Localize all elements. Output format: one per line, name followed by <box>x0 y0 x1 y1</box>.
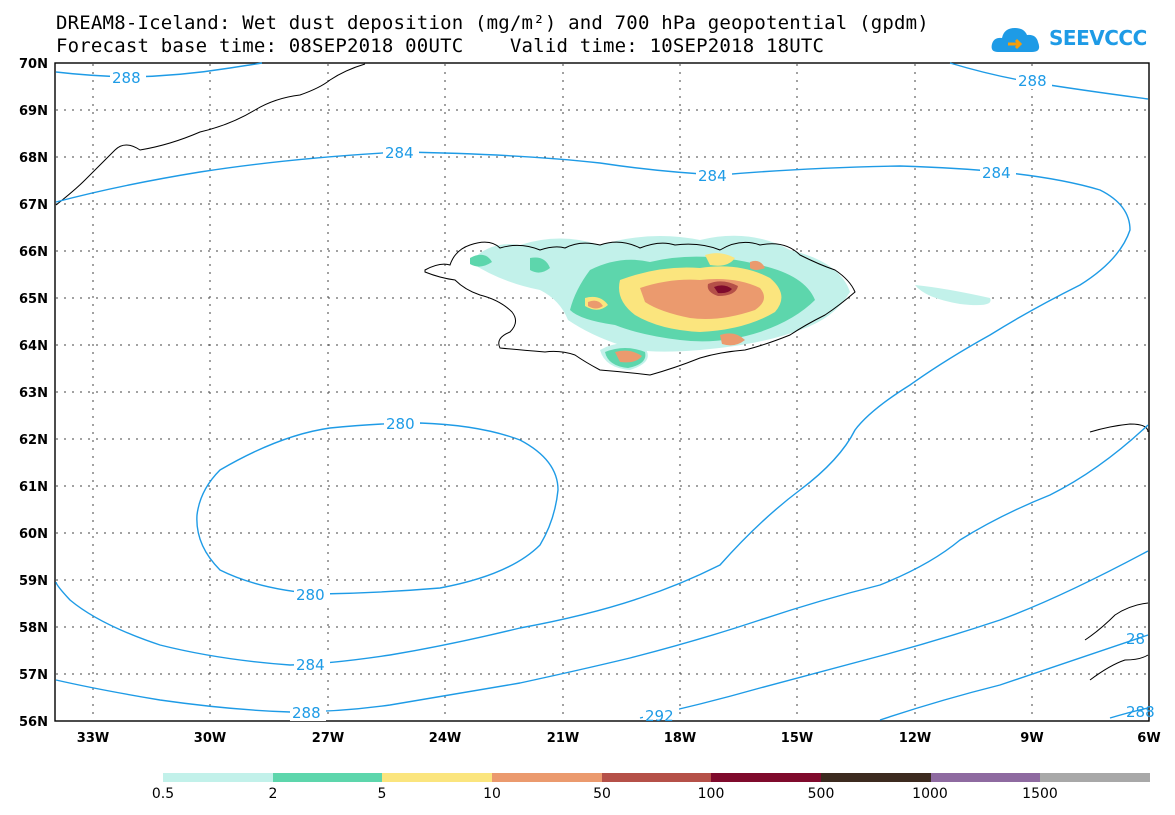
logo-text: SEEVCCC <box>1049 26 1147 50</box>
map-subtitle: Forecast base time: 08SEP2018 00UTC Vali… <box>56 35 825 57</box>
contour-label: 280 <box>386 415 415 433</box>
contour-label: 28 <box>1126 630 1145 648</box>
latitude-axis: 70N 69N 68N 67N 66N 65N 64N 63N 62N 61N … <box>19 57 48 730</box>
contour-label: 288 <box>1126 703 1155 721</box>
colorbar-label: 500 <box>807 786 835 802</box>
longitude-axis: 33W 30W 27W 24W 21W 18W 15W 12W 9W 6W <box>77 731 1161 746</box>
lat-label: 69N <box>19 104 48 119</box>
lon-label: 6W <box>1137 731 1160 746</box>
colorbar <box>163 773 1151 782</box>
lon-label: 18W <box>664 731 696 746</box>
lat-label: 60N <box>19 527 48 542</box>
contour-label: 284 <box>698 167 727 185</box>
contour-label: 284 <box>385 144 414 162</box>
map-title: DREAM8-Iceland: Wet dust deposition (mg/… <box>56 12 929 34</box>
contour-label: 288 <box>292 704 321 722</box>
lon-label: 27W <box>312 731 344 746</box>
contour-label: 284 <box>982 164 1011 182</box>
lat-label: 65N <box>19 292 48 307</box>
lon-label: 21W <box>547 731 579 746</box>
colorbar-swatch <box>272 773 383 782</box>
colorbar-label: 50 <box>593 786 611 802</box>
colorbar-label: 100 <box>697 786 725 802</box>
colorbar-label: 2 <box>268 786 278 802</box>
colorbar-swatch <box>821 773 931 782</box>
colorbar-label: 1000 <box>912 786 948 802</box>
colorbar-swatch <box>711 773 822 782</box>
contour-label: 292 <box>645 707 674 725</box>
contour-label: 288 <box>112 69 141 87</box>
colorbar-swatch <box>1040 773 1151 782</box>
lon-label: 30W <box>194 731 226 746</box>
colorbar-label: 5 <box>377 786 387 802</box>
lat-label: 66N <box>19 245 48 260</box>
colorbar-swatch <box>492 773 602 782</box>
contour-label: 288 <box>1018 72 1047 90</box>
lat-label: 61N <box>19 480 48 495</box>
lat-label: 58N <box>19 621 48 636</box>
lon-label: 24W <box>429 731 461 746</box>
lon-label: 33W <box>77 731 109 746</box>
lat-label: 64N <box>19 339 48 354</box>
lon-label: 9W <box>1020 731 1043 746</box>
lat-label: 59N <box>19 574 48 589</box>
contour-labels: 288 288 284 284 284 280 280 284 288 292 … <box>110 68 1155 725</box>
contour-label: 280 <box>296 586 325 604</box>
lat-label: 70N <box>19 57 48 72</box>
lat-label: 56N <box>19 715 48 730</box>
colorbar-label: 10 <box>483 786 501 802</box>
contour-label: 284 <box>296 656 325 674</box>
lon-label: 15W <box>781 731 813 746</box>
lat-label: 63N <box>19 386 48 401</box>
lat-label: 57N <box>19 668 48 683</box>
colorbar-swatch <box>930 773 1041 782</box>
cloud-icon <box>991 28 1040 52</box>
dust-deposition-field <box>470 235 991 370</box>
colorbar-label: 1500 <box>1022 786 1058 802</box>
colorbar-label: 0.5 <box>151 786 175 802</box>
colorbar-swatch <box>382 773 493 782</box>
lat-label: 68N <box>19 151 48 166</box>
colorbar-swatch <box>163 773 273 782</box>
colorbar-swatch <box>601 773 712 782</box>
lon-label: 12W <box>899 731 931 746</box>
lat-label: 62N <box>19 433 48 448</box>
lat-label: 67N <box>19 198 48 213</box>
coastline <box>55 63 1149 681</box>
